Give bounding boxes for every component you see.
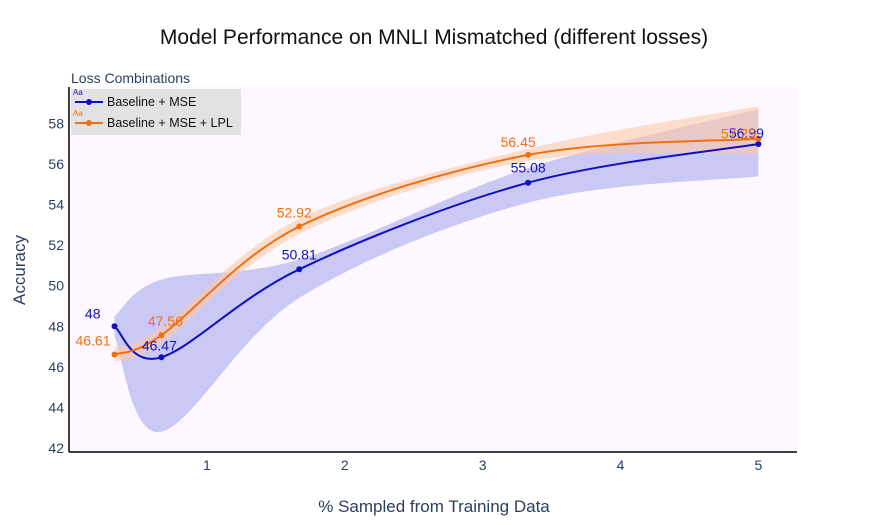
x-tick-label: 5	[754, 457, 762, 473]
legend-title: Loss Combinations	[71, 70, 190, 86]
y-tick-label: 44	[48, 399, 64, 415]
y-tick-label: 58	[48, 116, 64, 132]
series-2-data-label: 56.45	[501, 134, 536, 150]
legend-item-2-label: Baseline + MSE + LPL	[107, 116, 233, 130]
series-1-point	[296, 266, 303, 273]
series-1-point	[158, 354, 165, 361]
series-2-data-label: 57.25	[721, 126, 756, 142]
y-ticks: 42 44 46 48 50 52 54 56 58	[48, 116, 64, 456]
legend-item-1-sample: Aa	[73, 88, 83, 97]
y-tick-label: 50	[48, 278, 64, 294]
series-1-data-label: 46.47	[142, 337, 177, 353]
series-2-confidence-band	[114, 106, 759, 362]
y-tick-label: 48	[48, 318, 64, 334]
series-1-data-label: 48	[85, 305, 101, 321]
legend-item-1-label: Baseline + MSE	[107, 95, 196, 109]
data-labels: 48 46.47 50.81 55.08 56.99 46.61 47.56 52.92 56.…	[75, 125, 764, 353]
legend-item-2-marker-swatch	[86, 120, 92, 126]
legend-item-1-marker-swatch	[86, 99, 92, 105]
series-1-point	[755, 140, 762, 147]
x-tick-label: 3	[479, 457, 487, 473]
y-tick-label: 52	[48, 237, 64, 253]
chart-title: Model Performance on MNLI Mismatched (di…	[160, 26, 708, 49]
series-2-data-label: 47.56	[148, 313, 183, 329]
series-1-data-label: 55.08	[511, 160, 546, 176]
legend-items: Aa Baseline + MSE Aa Baseline + MSE + LPL	[73, 88, 233, 130]
y-tick-label: 54	[48, 197, 64, 213]
series-1-point	[111, 323, 118, 330]
series-2-point	[755, 135, 762, 142]
y-axis-title: Accuracy	[10, 235, 29, 305]
series-2-point	[525, 151, 532, 158]
legend-box	[71, 89, 241, 135]
series-2-point	[296, 223, 303, 230]
x-tick-label: 1	[203, 457, 211, 473]
y-tick-label: 42	[48, 440, 64, 456]
x-axis-title: % Sampled from Training Data	[318, 497, 550, 516]
series-1-point	[525, 179, 532, 186]
legend-item-2-sample: Aa	[73, 109, 83, 118]
x-tick-label: 2	[341, 457, 349, 473]
series-2-point	[158, 332, 165, 339]
x-tick-label: 4	[617, 457, 625, 473]
x-ticks: 1 2 3 4 5	[203, 457, 763, 473]
legend: Loss Combinations Aa Baseline + MSE Aa Base…	[71, 70, 241, 135]
series-2-point	[111, 351, 118, 358]
y-tick-label: 56	[48, 156, 64, 172]
series-markers	[111, 135, 762, 361]
series-2-data-label: 46.61	[75, 332, 110, 348]
series-1-data-label: 56.99	[729, 125, 764, 141]
y-tick-label: 46	[48, 359, 64, 375]
series-1-data-label: 50.81	[282, 246, 317, 262]
series-2-data-label: 52.92	[277, 205, 312, 221]
